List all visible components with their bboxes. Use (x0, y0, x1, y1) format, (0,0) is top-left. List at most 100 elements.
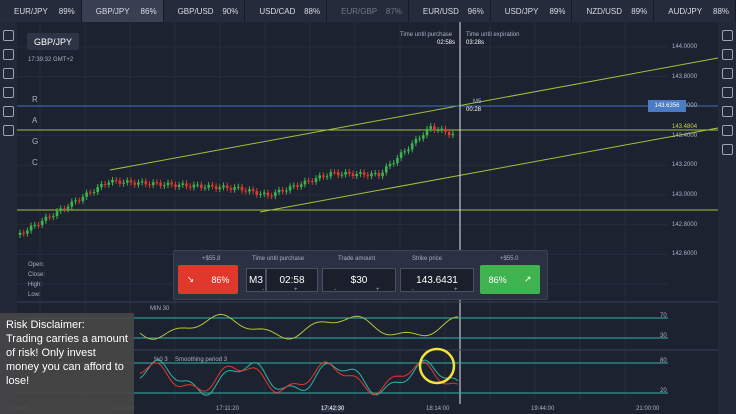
asset-tab[interactable]: AUD/JPY 88% (654, 0, 736, 22)
call-button[interactable]: 86% ↗ (480, 265, 540, 294)
expiry[interactable]: M3 (246, 268, 266, 292)
tool-letter: C (32, 158, 38, 167)
timeframe: M5 (473, 99, 482, 105)
icon[interactable] (3, 49, 14, 60)
time-minus[interactable]: - (262, 287, 264, 293)
amount[interactable]: $30 (322, 268, 396, 292)
indicator-level: 70 (660, 313, 667, 319)
candle (251, 189, 255, 192)
tab-pair: AUD/JPY (668, 6, 703, 16)
expiration-label: Time until expiration (466, 32, 520, 38)
candle (355, 174, 358, 177)
icon[interactable] (3, 68, 14, 79)
strike-plus[interactable]: + (454, 287, 458, 293)
candle (92, 192, 96, 194)
tab-payout: 89% (549, 6, 566, 16)
candle (425, 128, 429, 136)
candle (336, 172, 340, 176)
time-plus[interactable]: + (294, 287, 298, 293)
strike[interactable]: 143.6431 (400, 268, 474, 292)
candle (118, 180, 122, 184)
candle (329, 172, 333, 177)
asset-tab[interactable]: NZD/USD 89% (572, 0, 655, 22)
icon[interactable] (3, 87, 14, 98)
candle (89, 192, 92, 194)
asset-tab[interactable]: USD/JPY 89% (491, 0, 573, 22)
candle (33, 224, 37, 226)
candle (229, 188, 233, 190)
disclaimer-title: Risk Disclaimer: (6, 319, 85, 331)
candle (144, 181, 148, 185)
candle (373, 173, 377, 175)
ohlc-label: Close: (28, 272, 46, 278)
candle (385, 166, 388, 173)
candle (126, 180, 129, 183)
candle (85, 192, 88, 197)
price-label: 143.2000 (672, 162, 698, 169)
candle (77, 200, 81, 202)
candle (451, 133, 455, 136)
asset-selector[interactable]: GBP/JPY (27, 33, 79, 50)
amount-minus[interactable]: - (334, 287, 336, 293)
put-profit: +$55.8 (202, 256, 221, 262)
candle (399, 152, 403, 158)
candle (377, 173, 381, 177)
tab-pair: GBP/USD (177, 6, 214, 16)
asset-tab[interactable]: GBP/USD 90% (164, 0, 246, 22)
risk-disclaimer: Risk Disclaimer: Trading carries a amoun… (0, 313, 134, 414)
candle (96, 187, 99, 193)
candle (48, 216, 51, 218)
icon[interactable] (721, 144, 733, 155)
tab-pair: GBP/JPY (95, 6, 130, 16)
asset-tab[interactable]: USD/CAD 88% (245, 0, 328, 22)
candle (66, 206, 70, 210)
candle (225, 185, 229, 189)
asset-tab[interactable]: EUR/USD 96% (409, 0, 491, 22)
purchase-label: Time until purchase (400, 32, 453, 38)
indicator-level: 80 (660, 358, 667, 364)
time[interactable]: 02:58 (266, 268, 318, 292)
strike-minus[interactable]: - (412, 287, 414, 293)
icon[interactable] (721, 30, 733, 41)
indicator-label: %0 3 (154, 357, 168, 363)
amount-plus[interactable]: + (376, 287, 380, 293)
candle (396, 157, 399, 164)
icon[interactable] (721, 87, 733, 98)
candle (318, 175, 321, 179)
price-label: 142.8000 (672, 221, 698, 228)
icon[interactable] (3, 125, 14, 136)
candle (133, 182, 136, 185)
candle (170, 182, 173, 185)
icon[interactable] (721, 125, 733, 136)
candle (185, 183, 188, 187)
icon[interactable] (3, 30, 14, 41)
tool-letter: R (32, 95, 38, 104)
asset-tab[interactable]: GBP/JPY 86% (81, 0, 164, 22)
asset-tab[interactable]: EUR/JPY 89% (0, 0, 82, 22)
tab-payout: 90% (222, 6, 239, 16)
candle (244, 190, 247, 192)
tab-pair: EUR/USD (422, 6, 459, 16)
candle (70, 201, 74, 207)
candle (259, 194, 262, 196)
indicator-level: 30 (660, 333, 667, 339)
candle (296, 185, 299, 187)
indicator-level: 20 (660, 388, 667, 394)
icon[interactable] (721, 106, 733, 117)
tab-pair: EUR/JPY (14, 6, 48, 16)
icon[interactable] (721, 49, 733, 60)
candle (381, 172, 384, 177)
candle (440, 128, 444, 131)
put-button[interactable]: ↘ 86% (178, 265, 238, 294)
tab-payout: 96% (467, 6, 484, 16)
tab-payout: 89% (58, 6, 75, 16)
candle (348, 171, 351, 174)
icon[interactable] (721, 68, 733, 79)
candle (52, 216, 55, 218)
icon[interactable] (3, 106, 14, 117)
indicator-label: MIN 30 (150, 306, 170, 312)
candle (277, 189, 281, 193)
asset-tab[interactable]: EUR/GBP 87% (327, 0, 409, 22)
candle (370, 173, 373, 177)
channel (259, 127, 719, 213)
